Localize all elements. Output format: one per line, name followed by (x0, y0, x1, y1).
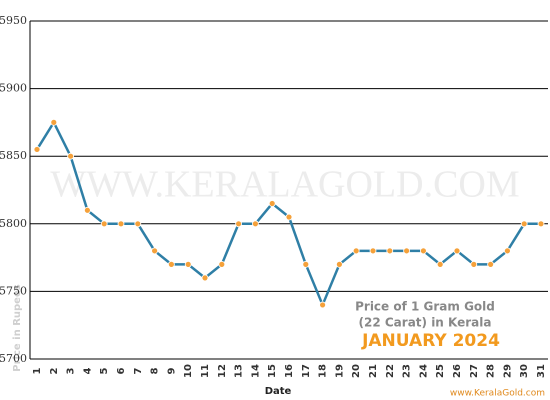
y-tick-label: 5950 (0, 14, 27, 27)
point (235, 220, 243, 228)
x-tick-label: 1 (32, 367, 43, 374)
point (167, 260, 175, 268)
point (201, 274, 209, 282)
point (369, 247, 377, 255)
point (403, 247, 411, 255)
x-tick-label: 28 (486, 364, 497, 378)
point (285, 213, 293, 221)
point (268, 200, 276, 207)
point (503, 247, 511, 255)
x-tick-label: 3 (66, 367, 77, 374)
y-axis-label: Price in Rupees (12, 284, 23, 371)
x-tick-label: 5 (99, 367, 110, 374)
x-tick-label: 31 (536, 364, 547, 378)
x-tick-label: 10 (183, 364, 194, 378)
x-tick-label: 7 (133, 367, 144, 374)
point (117, 220, 125, 228)
point (67, 152, 74, 160)
point (335, 260, 343, 268)
point (33, 146, 41, 153)
point (319, 301, 327, 309)
point (184, 260, 192, 268)
point (151, 247, 159, 255)
point (436, 260, 444, 268)
point (352, 247, 360, 255)
point (251, 220, 259, 228)
y-tick-label: 5700 (0, 352, 27, 365)
credit: www.KeralaGold.com (450, 389, 545, 399)
x-tick-label: 24 (418, 364, 429, 378)
point (84, 206, 91, 214)
x-tick-label: 4 (82, 367, 93, 374)
x-tick-label: 20 (351, 364, 362, 378)
x-tick-label: 25 (435, 364, 446, 378)
x-tick-label: 18 (318, 364, 329, 378)
point (100, 220, 108, 228)
y-tick-label: 5900 (0, 82, 27, 95)
watermark: WWW.KERALAGOLD.COM (50, 164, 519, 206)
point (470, 260, 478, 268)
point (50, 119, 58, 126)
x-tick-label: 17 (301, 364, 312, 378)
point (487, 260, 495, 268)
point (453, 247, 461, 255)
annotation-line1: Price of 1 Gram Gold (355, 300, 495, 314)
x-tick-label: 30 (519, 364, 530, 378)
point (302, 260, 310, 268)
point (218, 260, 226, 268)
x-tick-label: 16 (284, 364, 295, 378)
point (537, 220, 545, 228)
x-tick-label: 13 (234, 364, 245, 378)
x-tick-label: 8 (150, 367, 161, 374)
point (134, 220, 142, 228)
point (419, 247, 427, 255)
x-tick-label: 23 (402, 364, 413, 378)
x-tick-label: 26 (452, 364, 463, 378)
x-tick-label: 27 (469, 364, 480, 378)
x-tick-label: 19 (334, 364, 345, 378)
x-tick-label: 14 (250, 364, 261, 378)
x-tick-label: 29 (502, 364, 513, 378)
point (520, 220, 528, 228)
x-tick-label: 6 (116, 367, 127, 374)
annotation-line2: (22 Carat) in Kerala (359, 316, 492, 330)
x-tick-label: 21 (368, 364, 379, 378)
x-tick-label: 2 (49, 367, 60, 374)
y-tick-label: 5750 (0, 284, 27, 297)
y-tick-label: 5800 (0, 217, 27, 230)
x-tick-label: 11 (200, 364, 211, 378)
annotation-period: JANUARY 2024 (361, 331, 500, 351)
point (386, 247, 394, 255)
x-tick-label: 12 (217, 364, 228, 378)
y-tick-label: 5850 (0, 149, 27, 162)
x-tick-label: 9 (166, 367, 177, 374)
x-tick-label: 15 (267, 364, 278, 378)
x-axis-label: Date (265, 386, 292, 397)
x-tick-label: 22 (385, 364, 396, 378)
